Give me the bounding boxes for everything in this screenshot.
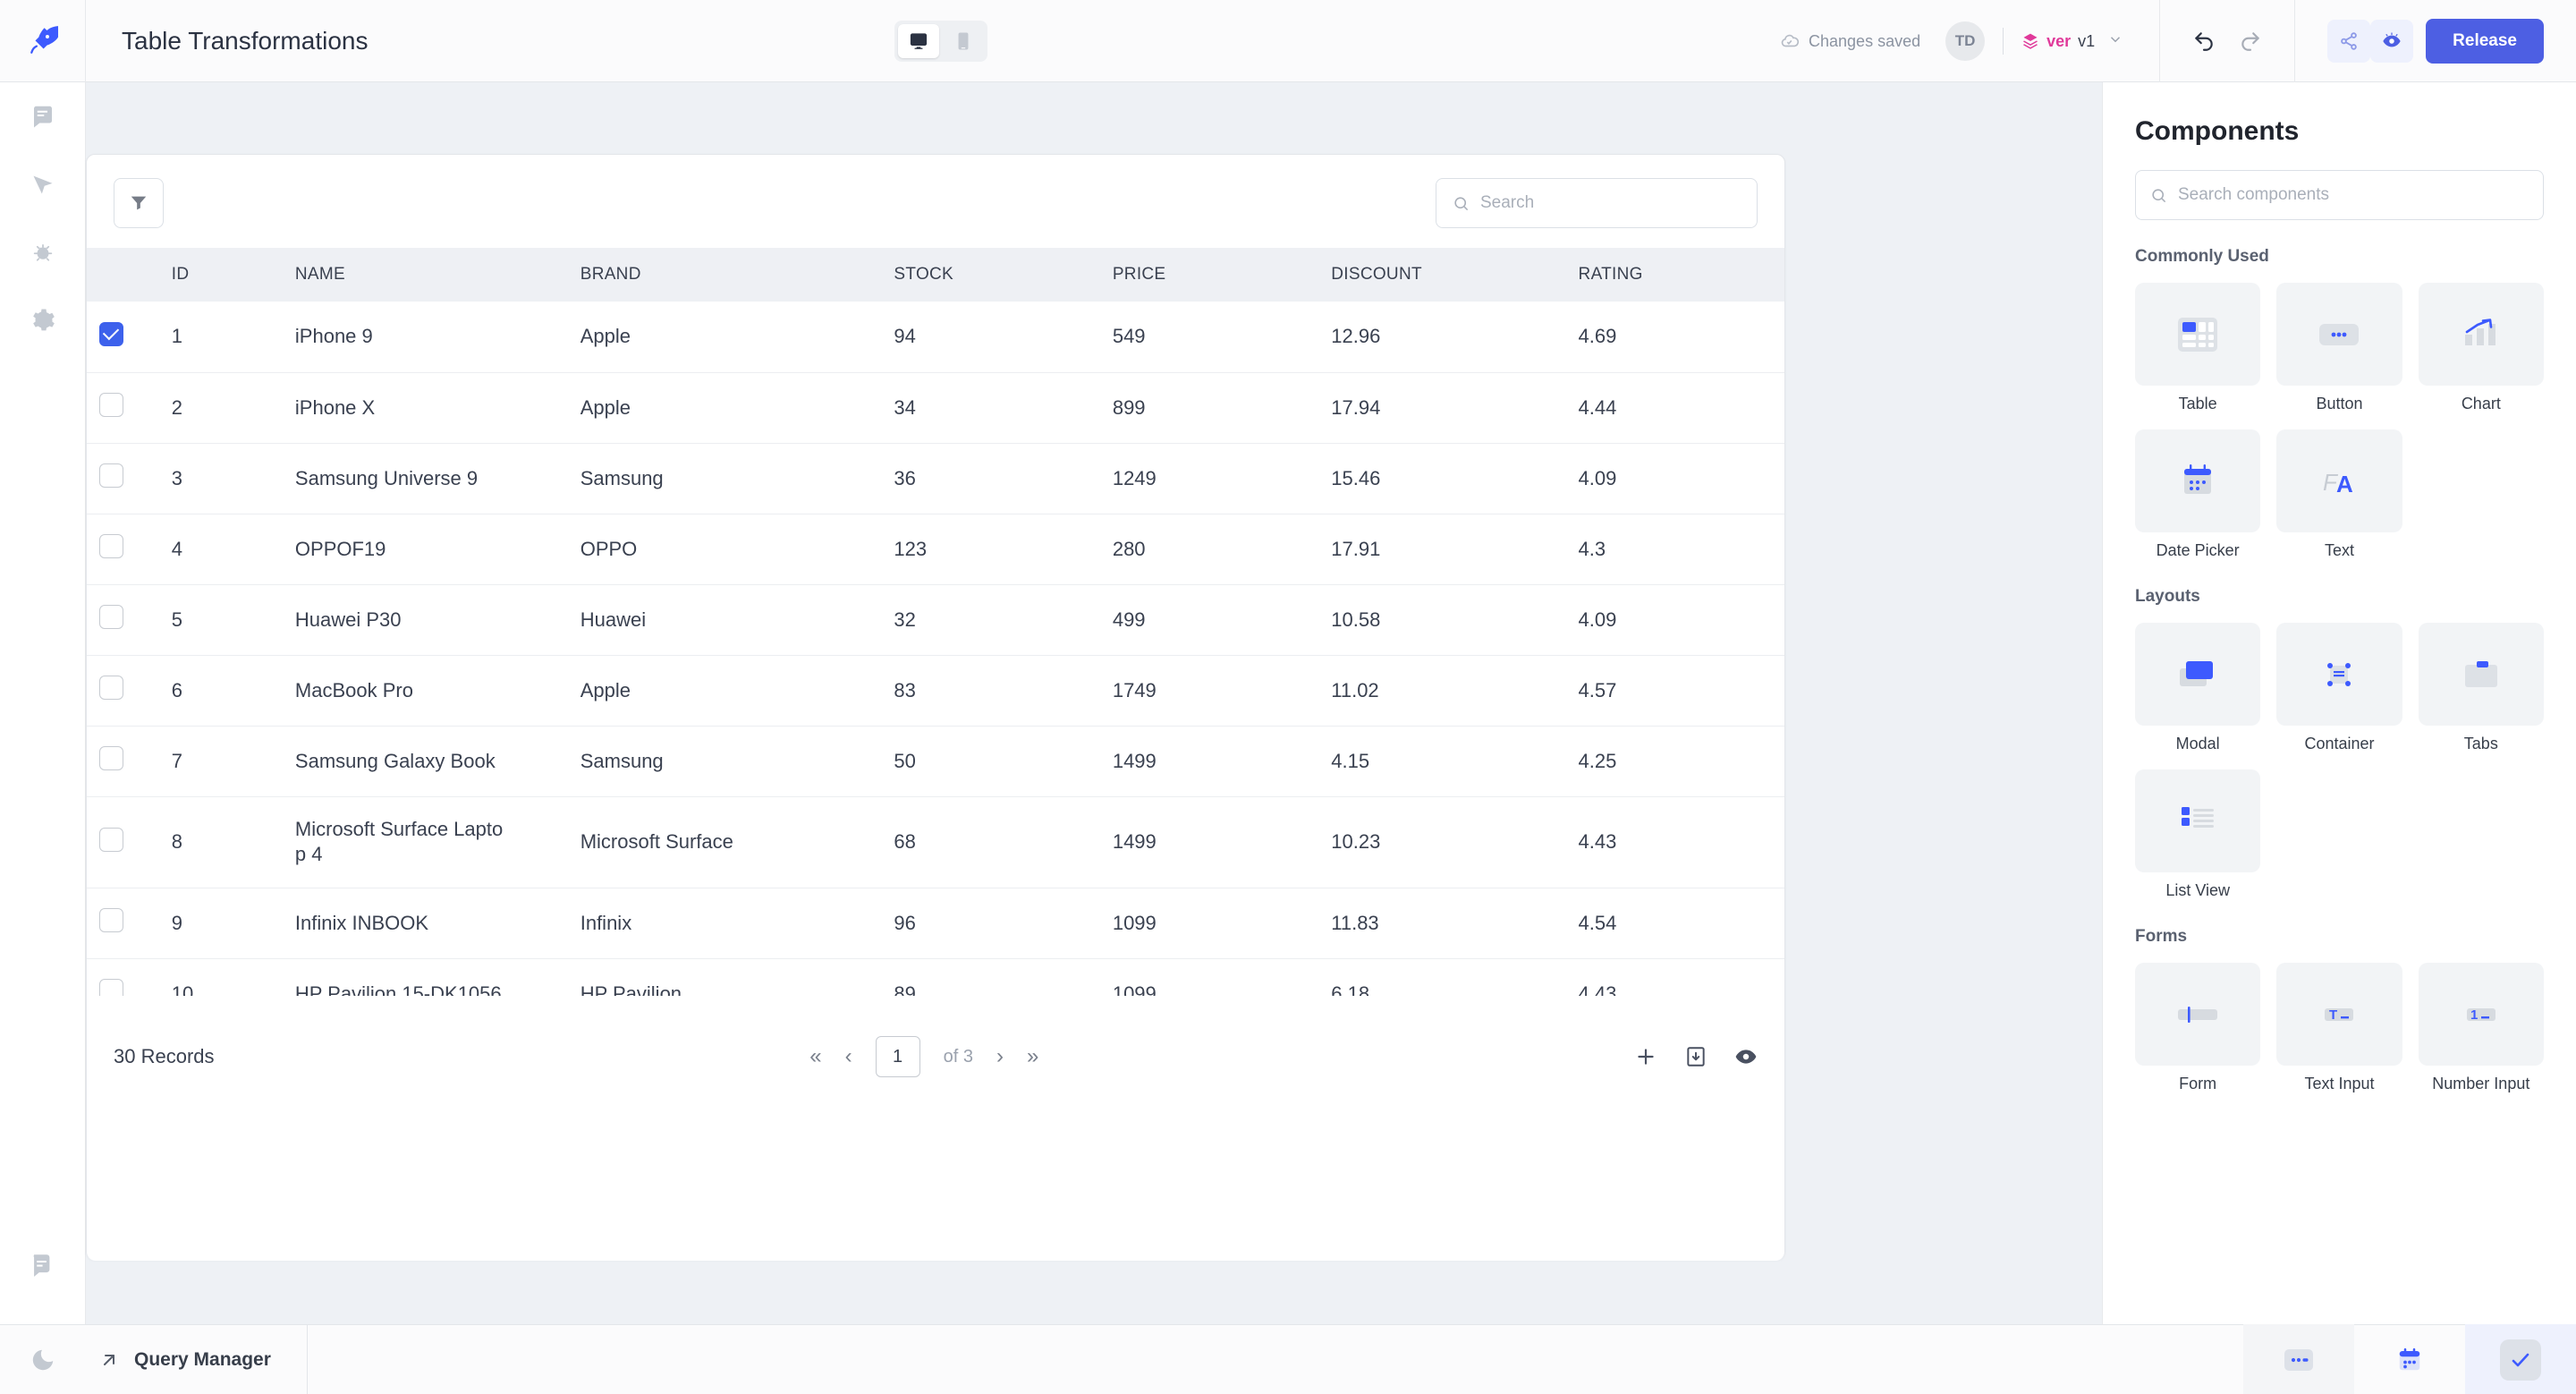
svg-text:T: T <box>2329 1007 2337 1023</box>
svg-text:1: 1 <box>2470 1007 2478 1023</box>
svg-text:A: A <box>2336 471 2353 497</box>
